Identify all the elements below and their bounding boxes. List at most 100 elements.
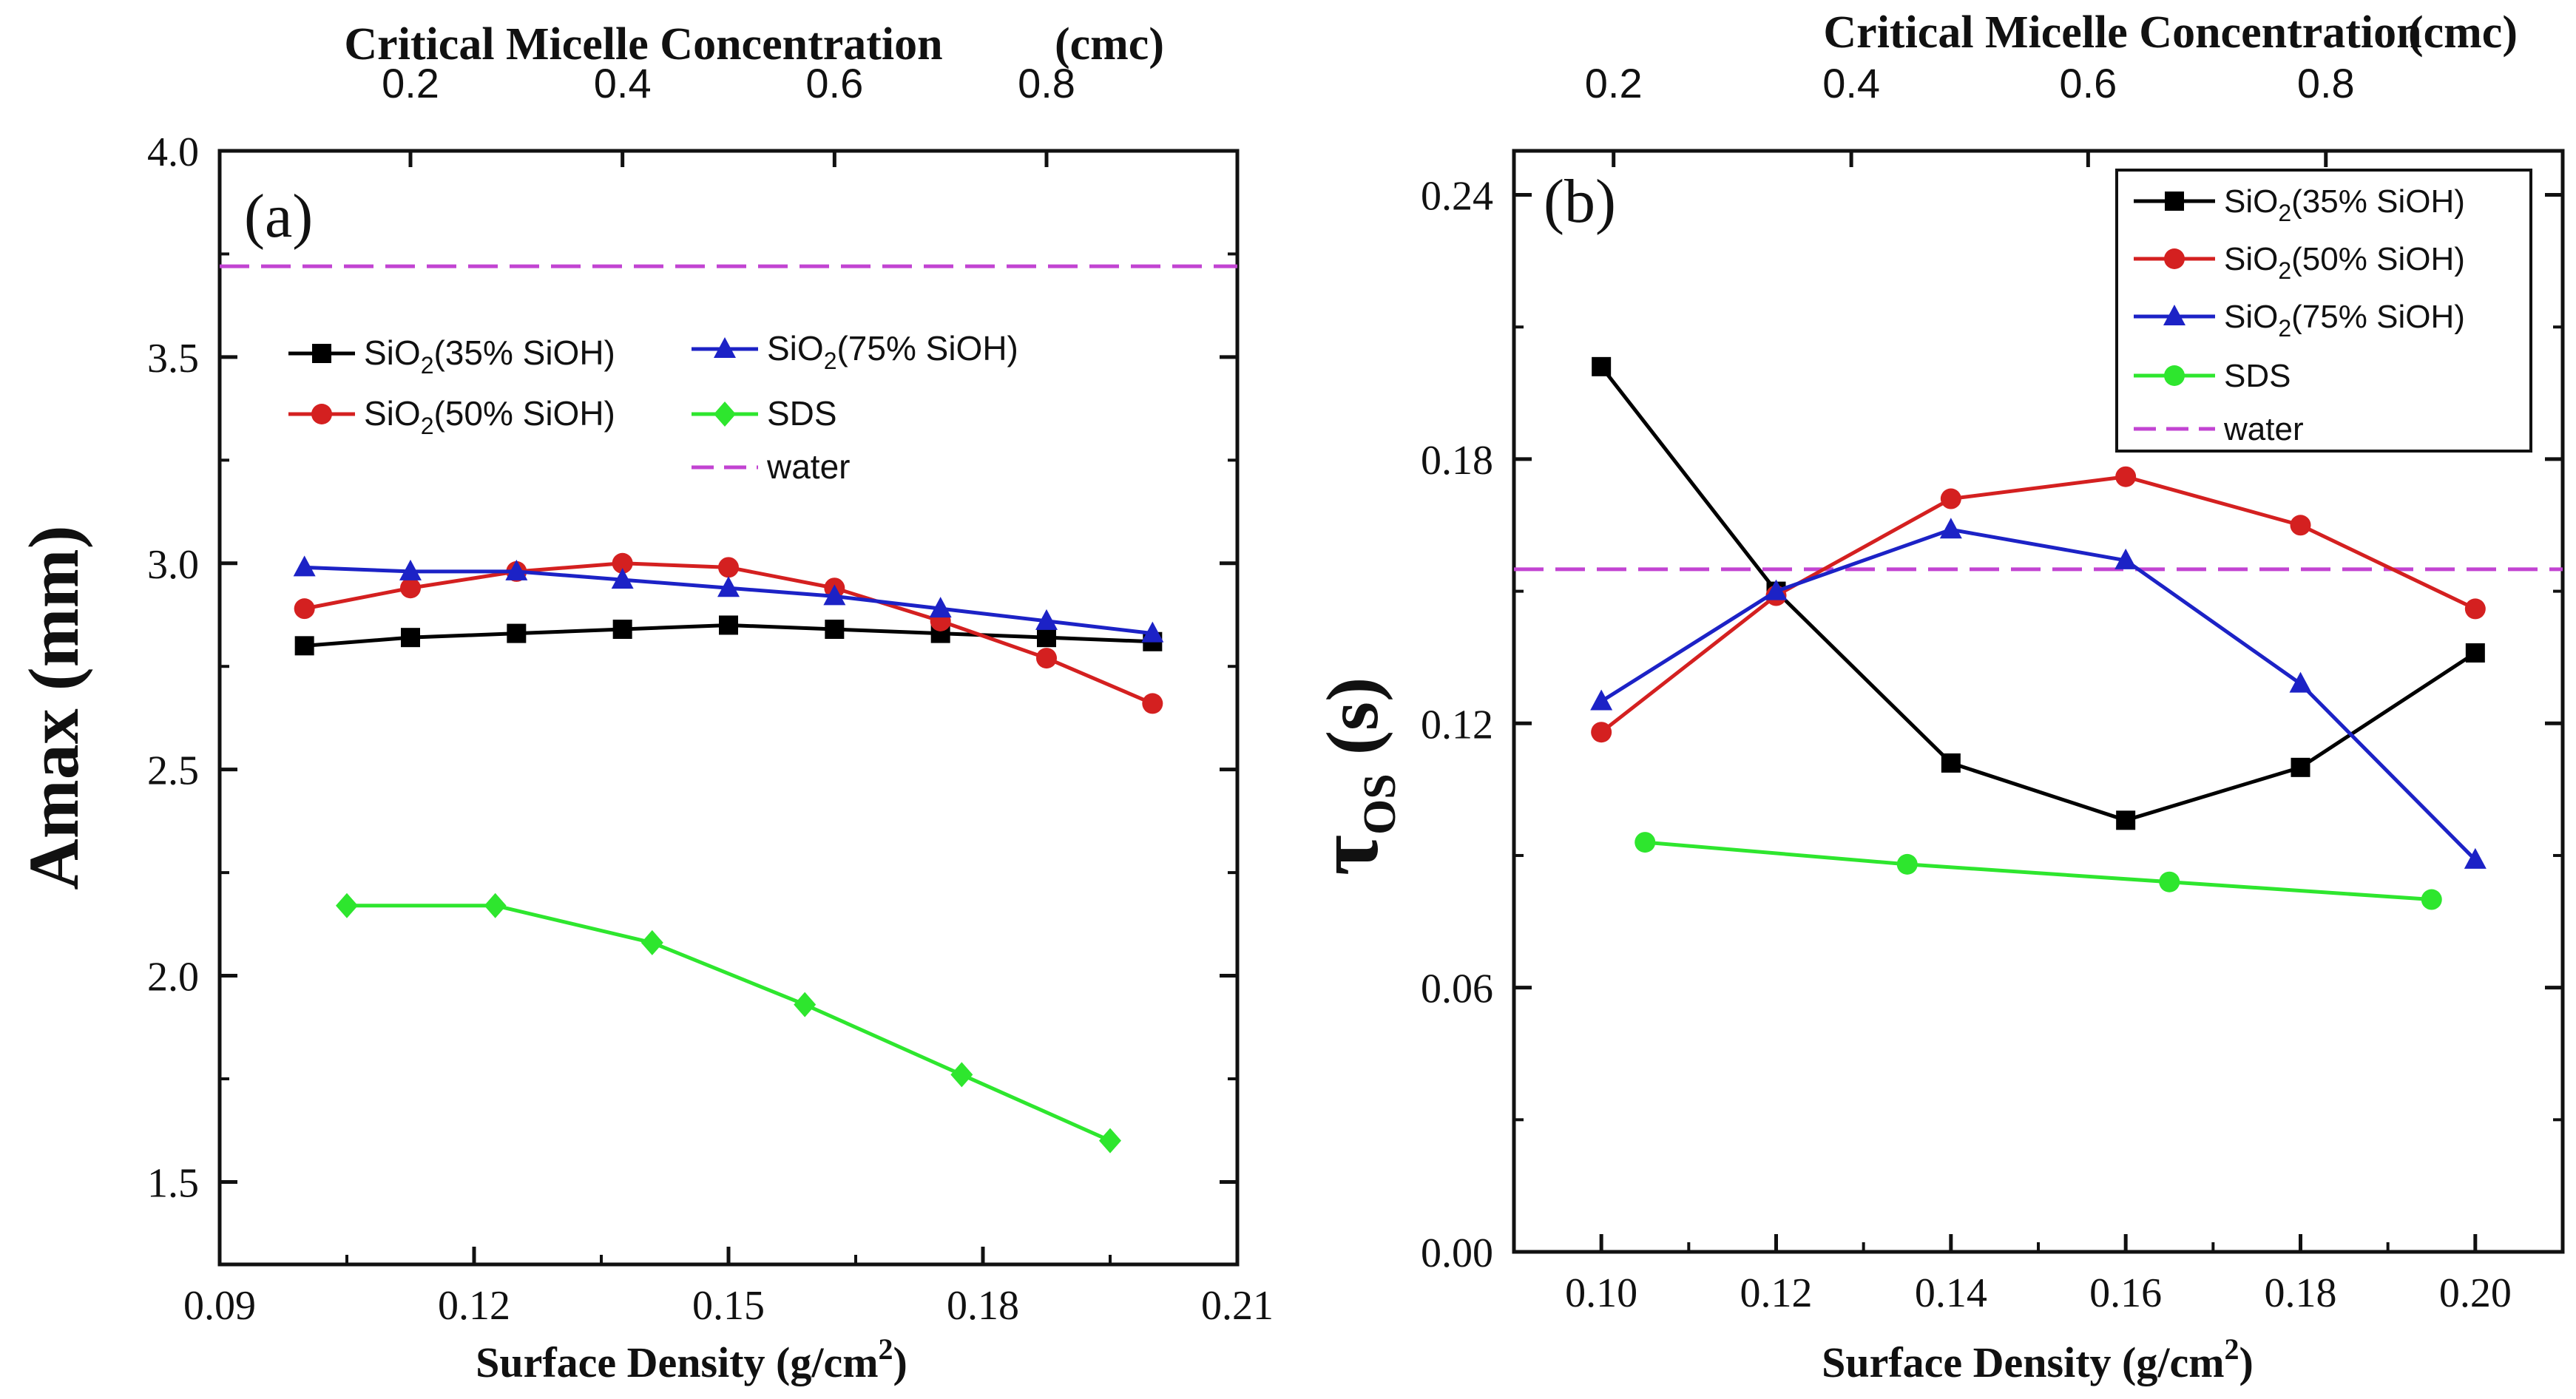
data-point — [2289, 671, 2312, 693]
y-tick-label: 0.18 — [1421, 438, 1493, 484]
legend-entry: water — [692, 447, 850, 486]
y-axis-label-sub: OS — [1355, 773, 1405, 835]
y-tick-label: 0.24 — [1421, 174, 1493, 220]
data-point — [1590, 689, 1613, 711]
data-point — [400, 577, 421, 599]
legend-entry: SiO2(75% SiOH) — [692, 329, 1018, 374]
legend-entry: SDS — [692, 394, 837, 433]
top-axis-unit: (cmc) — [1055, 19, 1164, 70]
y-tick-label: 2.5 — [147, 748, 199, 794]
panel-b: 0.10 0.12 0.14 0.16 0.18 0.20 0.00 0.06 0.12 0.18… — [1298, 7, 2565, 1386]
data-point — [612, 620, 632, 640]
legend-marker — [311, 404, 332, 424]
legend-label-rest: (75% SiOH) — [836, 329, 1018, 367]
panel-label: (a) — [244, 182, 313, 251]
data-point — [2115, 466, 2137, 487]
data-point — [1036, 648, 1057, 669]
x-axis-label-text: Surface Density (g/cm — [1822, 1338, 2224, 1386]
data-point — [611, 568, 634, 589]
data-point — [2159, 871, 2180, 892]
data-point — [2290, 515, 2311, 536]
data-point — [1940, 488, 1961, 509]
data-point — [2114, 548, 2137, 569]
data-point — [1939, 518, 1962, 539]
data-point — [2464, 847, 2487, 869]
x-tick-label: 0.12 — [1740, 1270, 1813, 1316]
data-point — [612, 552, 633, 574]
legend-marker — [312, 344, 331, 363]
data-point — [950, 1062, 973, 1088]
legend-marker — [2165, 192, 2184, 211]
series-3 — [1634, 832, 2442, 910]
legend-entry: SiO2(50% SiOH) — [2134, 241, 2465, 284]
data-point — [1035, 609, 1058, 630]
top-tick-label: 0.6 — [2059, 60, 2117, 106]
legend-label-sub: 2 — [2278, 315, 2291, 342]
legend-label-text: SiO — [2224, 183, 2278, 220]
y-tick-label: 0.12 — [1421, 702, 1493, 748]
legend-entry: SiO2(35% SiOH) — [2134, 183, 2465, 226]
legend-label-rest: (75% SiOH) — [2291, 299, 2465, 335]
legend-label: SiO2(35% SiOH) — [364, 333, 615, 379]
y-axis-label-unit: (s) — [1311, 677, 1393, 774]
top-tick-label: 0.4 — [594, 60, 652, 106]
x-axis-label-sup: 2 — [879, 1332, 893, 1366]
data-point — [401, 628, 420, 648]
legend-label: SiO2(35% SiOH) — [2224, 183, 2465, 226]
y-tick-label: 3.0 — [147, 542, 199, 588]
y-axis-label: τOS (s) — [1298, 677, 1405, 876]
legend-label-sub: 2 — [421, 352, 434, 379]
x-axis-label-close: ) — [893, 1338, 907, 1386]
top-tick-label: 0.2 — [1585, 60, 1643, 106]
data-point — [1591, 722, 1612, 743]
top-axis-unit: (cmc) — [2408, 7, 2518, 58]
data-point — [294, 598, 315, 620]
panel-a: 0.09 0.12 0.15 0.18 0.21 1.5 2.0 2.5 3.0 3.5 4.0 0.… — [14, 19, 1274, 1386]
top-axis-title: Critical Micelle Concentration — [344, 19, 942, 70]
panel-label: (b) — [1544, 167, 1616, 236]
legend-entry: SiO2(75% SiOH) — [2134, 299, 2465, 342]
legend-entry: SDS — [2134, 358, 2291, 394]
series-line — [1645, 840, 2432, 902]
legend-label-text: SDS — [2224, 358, 2291, 394]
data-point — [1037, 628, 1056, 648]
legend-label-rest: (50% SiOH) — [433, 394, 615, 433]
legend-label-text: SDS — [767, 394, 837, 433]
legend-label: SiO2(50% SiOH) — [2224, 241, 2465, 284]
series-2 — [1590, 518, 2487, 869]
legend-label-text: SiO — [364, 333, 421, 372]
data-point — [1142, 693, 1163, 714]
data-point — [717, 576, 740, 597]
legend-label: SiO2(50% SiOH) — [364, 394, 615, 439]
series-1 — [1591, 466, 2486, 743]
x-tick-label: 0.16 — [2089, 1270, 2162, 1316]
data-point — [2421, 889, 2442, 910]
series-line — [1600, 475, 2476, 734]
data-point — [1141, 621, 1164, 643]
top-tick-label: 0.2 — [382, 60, 439, 106]
legend-label-sub: 2 — [421, 413, 434, 439]
data-point — [2465, 643, 2485, 663]
x-tick-label: 0.14 — [1915, 1270, 1987, 1316]
legend-marker — [714, 402, 736, 427]
y-tick-label: 1.5 — [147, 1160, 199, 1206]
x-axis-label: Surface Density (g/cm2) — [1822, 1332, 2254, 1386]
data-point — [1634, 832, 1656, 853]
legend-entry: water — [2134, 411, 2304, 447]
legend-label: SDS — [767, 394, 837, 433]
x-axis-label-close: ) — [2239, 1338, 2254, 1386]
legend-label-text: SiO — [2224, 299, 2278, 335]
legend-label-rest: (35% SiOH) — [433, 333, 615, 372]
data-point — [1765, 579, 1788, 600]
series-line — [1600, 527, 2477, 861]
legend-marker — [2164, 365, 2185, 386]
data-point — [718, 557, 739, 578]
x-tick-label: 0.12 — [438, 1283, 510, 1329]
x-axis-label-sup: 2 — [2225, 1332, 2239, 1366]
data-point — [507, 623, 527, 643]
legend-label-rest: (50% SiOH) — [2291, 241, 2465, 277]
data-point — [1592, 356, 1612, 376]
y-tick-label: 2.0 — [147, 955, 199, 1000]
data-point — [2291, 757, 2310, 777]
data-point — [2116, 810, 2136, 830]
